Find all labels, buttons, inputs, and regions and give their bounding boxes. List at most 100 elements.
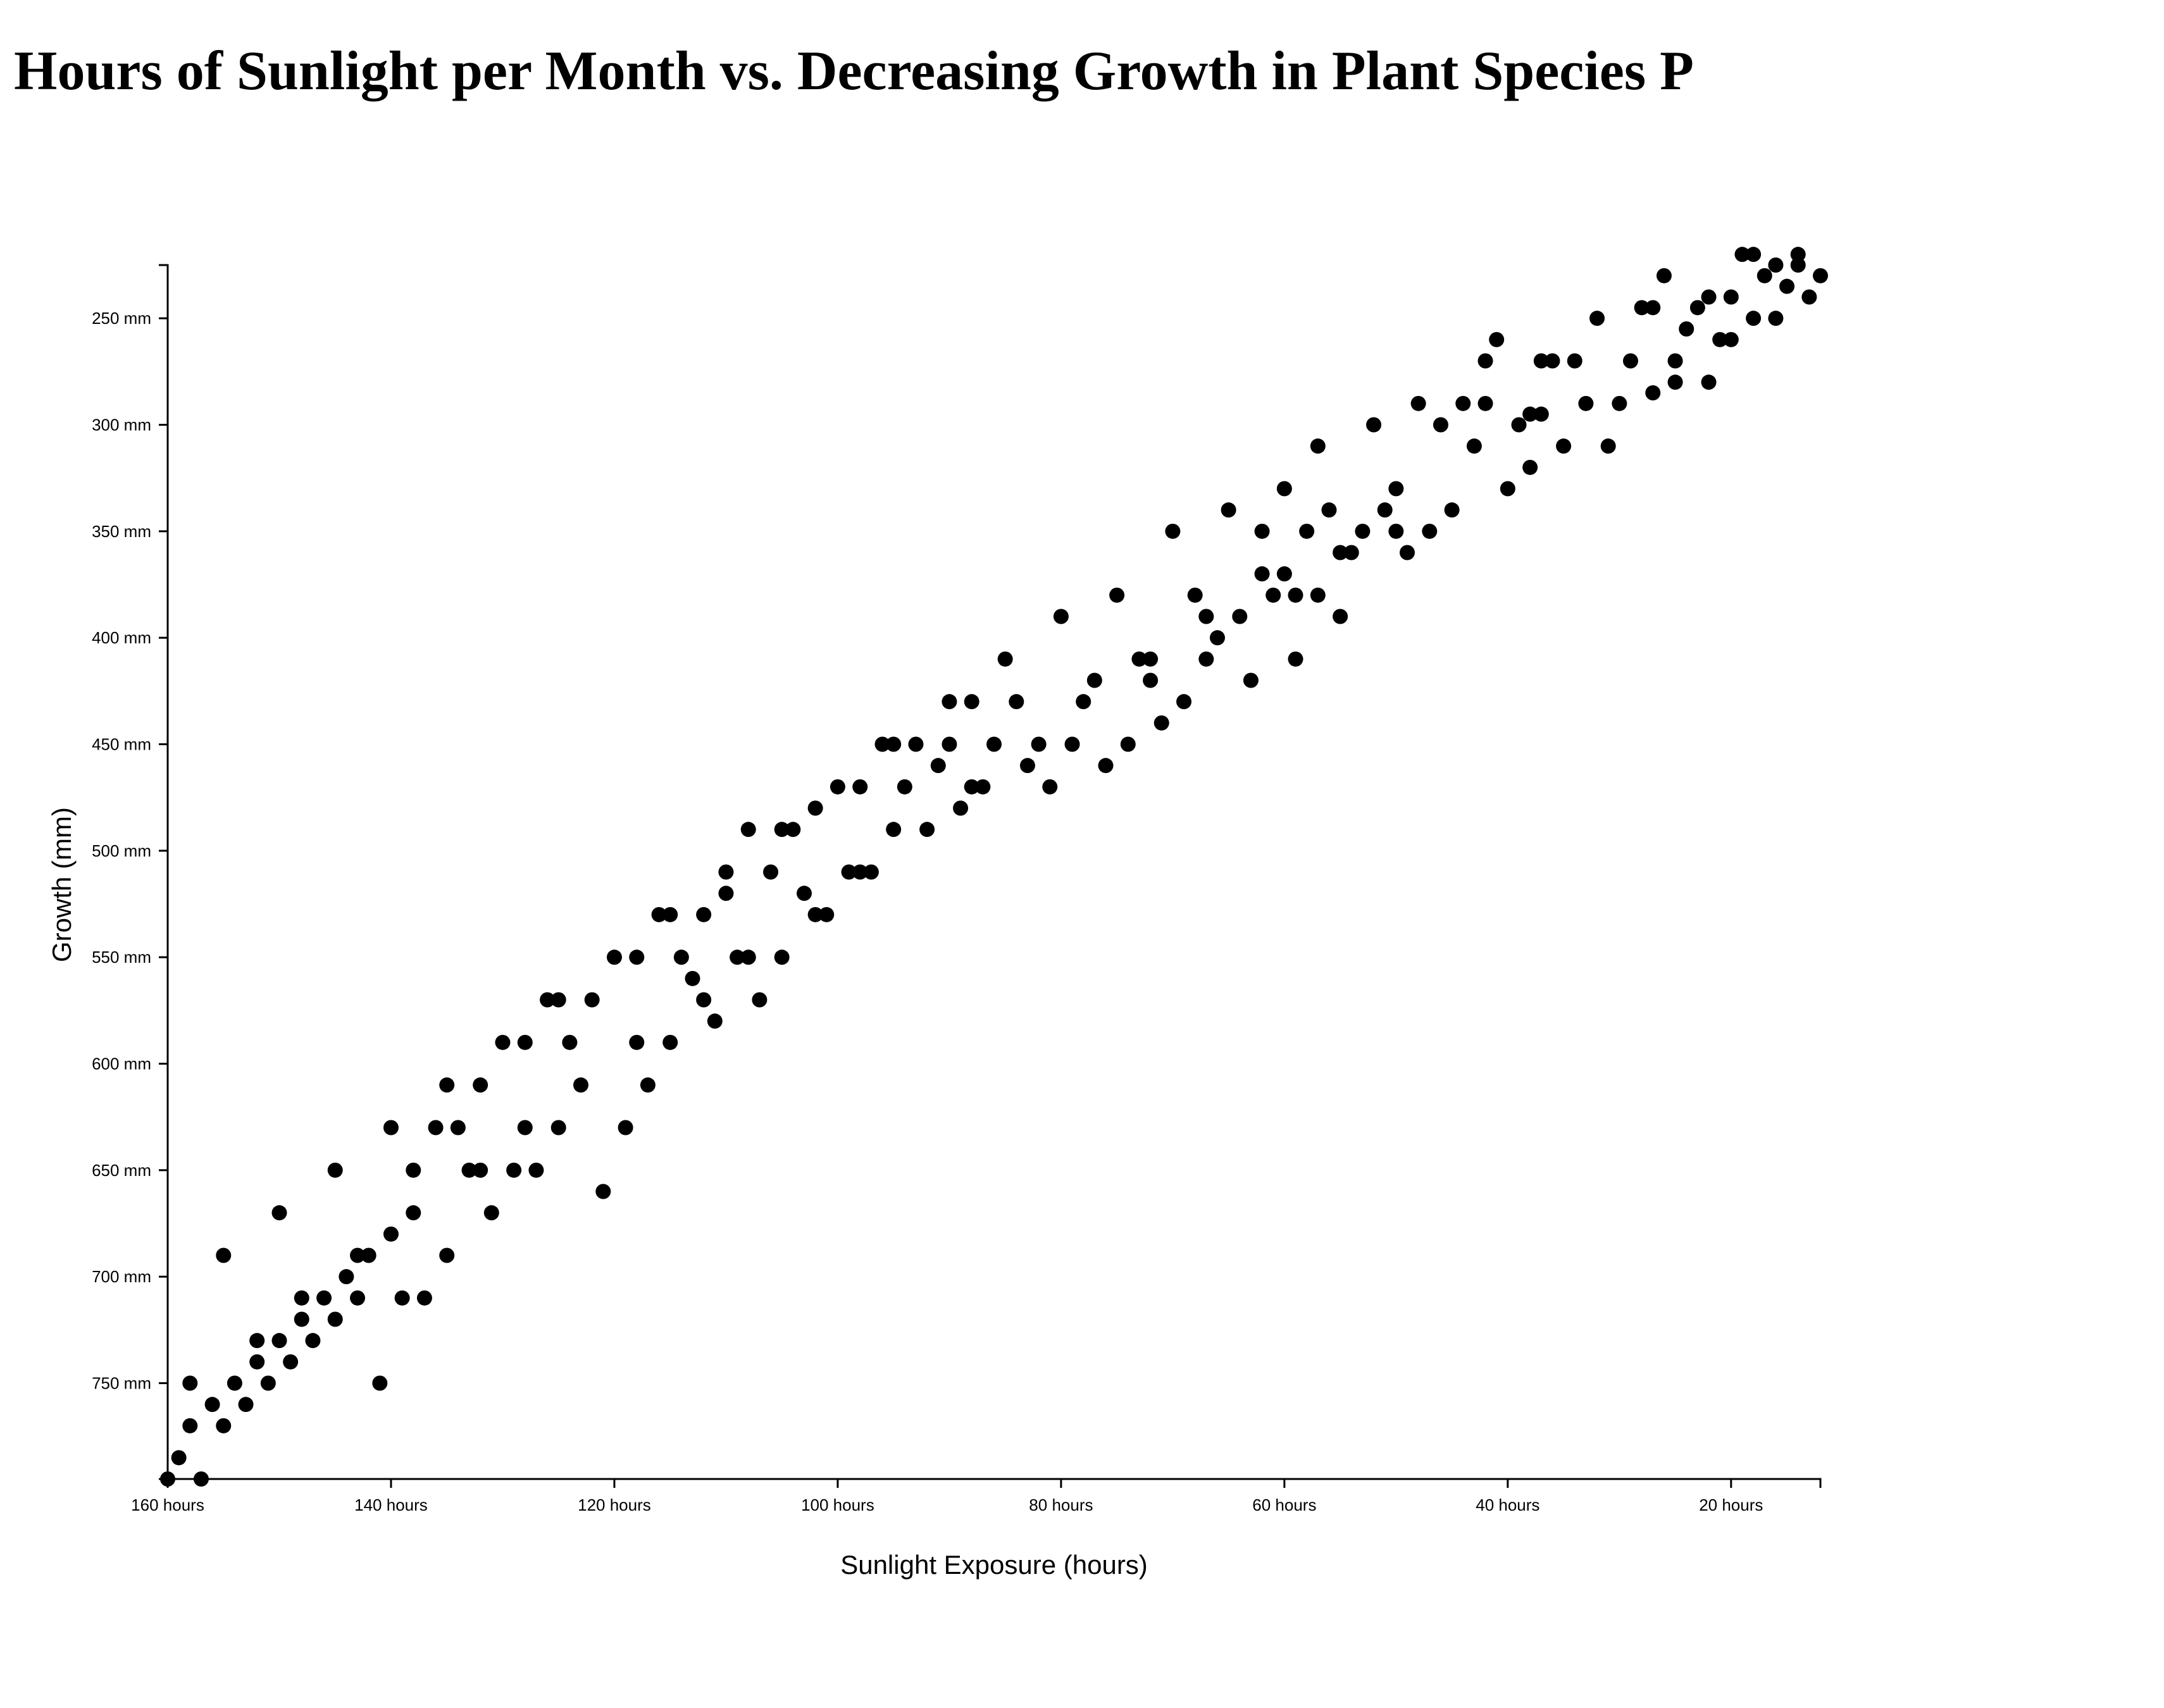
data-point xyxy=(1343,545,1359,560)
data-point xyxy=(629,1034,645,1050)
data-point xyxy=(1746,311,1762,326)
data-point xyxy=(673,950,689,965)
data-point xyxy=(852,779,868,795)
data-point xyxy=(1187,587,1203,603)
data-point xyxy=(785,822,801,838)
data-point xyxy=(1198,651,1214,667)
y-tick-label: 600 mm xyxy=(92,1055,151,1074)
data-point xyxy=(249,1354,265,1370)
data-point xyxy=(606,950,622,965)
data-point xyxy=(517,1034,533,1050)
data-point xyxy=(1098,758,1114,774)
data-point xyxy=(886,736,902,752)
data-point xyxy=(260,1375,276,1391)
data-point xyxy=(1477,395,1493,411)
data-point xyxy=(428,1120,444,1136)
data-point xyxy=(774,822,790,838)
data-point xyxy=(1667,353,1683,369)
data-point xyxy=(852,864,868,880)
y-tick-label: 500 mm xyxy=(92,841,151,860)
data-point xyxy=(1723,331,1739,347)
data-point xyxy=(740,822,756,838)
data-point xyxy=(1076,694,1091,710)
x-tick-label: 20 hours xyxy=(1699,1495,1763,1514)
x-axis-line xyxy=(166,1478,1822,1488)
data-point xyxy=(294,1290,309,1306)
data-point xyxy=(1131,651,1147,667)
data-point xyxy=(171,1450,187,1466)
x-tick-label: 160 hours xyxy=(131,1495,204,1514)
data-point xyxy=(1254,566,1270,582)
data-point xyxy=(1154,715,1169,731)
data-point xyxy=(550,1120,566,1136)
data-point xyxy=(1768,257,1784,273)
data-point xyxy=(696,907,712,922)
data-point xyxy=(1612,395,1627,411)
data-point xyxy=(528,1162,544,1178)
data-point xyxy=(1176,694,1192,710)
data-point xyxy=(1232,609,1248,624)
y-axis-title: Growth (mm) xyxy=(47,807,77,962)
data-point xyxy=(294,1311,309,1327)
y-tick-label: 450 mm xyxy=(92,735,151,754)
y-axis-line xyxy=(159,264,169,1480)
data-point xyxy=(1455,395,1471,411)
data-point xyxy=(1265,587,1281,603)
data-point xyxy=(640,1077,656,1093)
data-point xyxy=(953,800,969,816)
data-point xyxy=(316,1290,332,1306)
data-point xyxy=(975,779,991,795)
data-point xyxy=(1689,300,1705,316)
data-point xyxy=(238,1397,254,1413)
data-point xyxy=(1288,651,1303,667)
data-point xyxy=(416,1290,432,1306)
data-point xyxy=(1276,481,1292,497)
data-point xyxy=(1578,395,1594,411)
x-axis: 160 hours 140 hours 120 hours 100 hours 80 h… xyxy=(131,1478,1822,1514)
data-point xyxy=(685,970,700,986)
data-point xyxy=(1790,257,1806,273)
data-point xyxy=(718,864,734,880)
data-point xyxy=(1444,502,1460,518)
data-point xyxy=(763,864,779,880)
data-point xyxy=(550,992,566,1008)
data-point xyxy=(271,1205,287,1221)
data-point xyxy=(1400,545,1415,560)
data-point xyxy=(1522,406,1538,422)
data-point xyxy=(807,800,823,816)
data-point xyxy=(193,1471,209,1487)
data-point xyxy=(1701,289,1717,305)
chart-title: Hours of Sunlight per Month vs. Decreasi… xyxy=(14,40,1694,102)
data-point xyxy=(1477,353,1493,369)
data-point xyxy=(204,1397,220,1413)
data-point xyxy=(327,1311,343,1327)
data-point xyxy=(1109,587,1125,603)
data-point xyxy=(740,950,756,965)
data-point xyxy=(1221,502,1236,518)
data-point xyxy=(1388,523,1404,539)
data-point xyxy=(986,736,1002,752)
data-point xyxy=(1019,758,1035,774)
data-point xyxy=(283,1354,299,1370)
data-point xyxy=(752,992,768,1008)
data-point xyxy=(1198,609,1214,624)
data-point xyxy=(383,1120,399,1136)
data-point xyxy=(562,1034,578,1050)
data-point xyxy=(1567,353,1583,369)
data-point xyxy=(807,907,823,922)
x-tick-label: 60 hours xyxy=(1252,1495,1316,1514)
data-point xyxy=(1143,672,1159,688)
data-point xyxy=(1790,247,1806,263)
data-point xyxy=(997,651,1013,667)
data-point xyxy=(483,1205,499,1221)
data-point xyxy=(863,864,879,880)
data-point xyxy=(1779,278,1795,294)
data-point xyxy=(1009,694,1024,710)
data-point xyxy=(216,1418,232,1433)
y-tick-label: 750 mm xyxy=(92,1374,151,1393)
data-point xyxy=(942,694,957,710)
x-axis-title: Sunlight Exposure (hours) xyxy=(840,1550,1148,1580)
data-point xyxy=(908,736,924,752)
data-point xyxy=(1466,438,1482,454)
data-point xyxy=(1064,736,1080,752)
